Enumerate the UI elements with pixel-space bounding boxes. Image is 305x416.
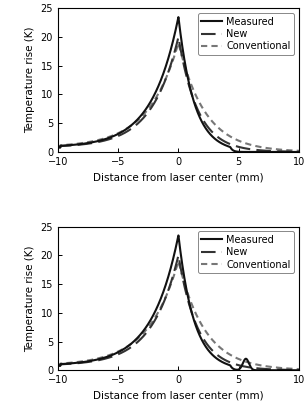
Measured: [267, 368, 270, 373]
Conventional: [56, 145, 60, 150]
X-axis label: Distance from laser center (mm): Distance from laser center (mm): [93, 172, 264, 182]
X-axis label: Distance from laser center (mm): Distance from laser center (mm): [93, 391, 264, 401]
Measured: [98, 357, 102, 362]
Measured: [292, 368, 296, 373]
Measured: [84, 359, 87, 364]
New: [159, 88, 163, 93]
Conventional: [267, 364, 270, 369]
Conventional: [149, 104, 152, 109]
New: [297, 367, 301, 372]
New: [292, 367, 296, 372]
Measured: [177, 15, 180, 20]
New: [149, 325, 152, 330]
Y-axis label: Temperature rise (K): Temperature rise (K): [25, 245, 35, 352]
Measured: [84, 141, 87, 146]
New: [149, 106, 152, 111]
Conventional: [149, 322, 152, 327]
Measured: [56, 145, 60, 150]
Conventional: [297, 148, 301, 153]
New: [84, 360, 87, 365]
Measured: [56, 363, 60, 368]
New: [56, 363, 60, 368]
Conventional: [159, 87, 163, 92]
New: [98, 139, 102, 144]
Measured: [149, 100, 152, 105]
Conventional: [177, 259, 180, 264]
Conventional: [98, 137, 102, 142]
Measured: [159, 78, 163, 83]
Measured: [297, 149, 301, 154]
Measured: [159, 296, 163, 301]
New: [292, 149, 296, 154]
Conventional: [267, 146, 270, 151]
Legend: Measured, New, Conventional: Measured, New, Conventional: [198, 231, 294, 273]
Conventional: [56, 363, 60, 368]
Conventional: [159, 305, 163, 310]
Conventional: [84, 140, 87, 145]
Measured: [177, 233, 180, 238]
New: [177, 35, 180, 40]
Line: Conventional: Conventional: [58, 43, 299, 151]
Legend: Measured, New, Conventional: Measured, New, Conventional: [198, 13, 294, 55]
Conventional: [84, 358, 87, 363]
Line: New: New: [58, 37, 299, 152]
Line: New: New: [58, 255, 299, 370]
Line: Measured: Measured: [58, 17, 299, 152]
Line: Conventional: Conventional: [58, 261, 299, 369]
Conventional: [177, 40, 180, 45]
New: [56, 145, 60, 150]
Conventional: [292, 366, 296, 371]
Conventional: [98, 356, 102, 361]
Line: Measured: Measured: [58, 235, 299, 370]
Measured: [98, 138, 102, 143]
New: [267, 366, 270, 371]
New: [159, 307, 163, 312]
New: [84, 141, 87, 146]
New: [177, 253, 180, 258]
Measured: [149, 318, 152, 323]
New: [297, 149, 301, 154]
Y-axis label: Temperature rise (K): Temperature rise (K): [25, 27, 35, 134]
New: [98, 357, 102, 362]
New: [267, 149, 270, 154]
Measured: [292, 149, 296, 154]
Measured: [297, 368, 301, 373]
Measured: [267, 149, 270, 154]
Conventional: [297, 366, 301, 371]
Conventional: [292, 148, 296, 153]
